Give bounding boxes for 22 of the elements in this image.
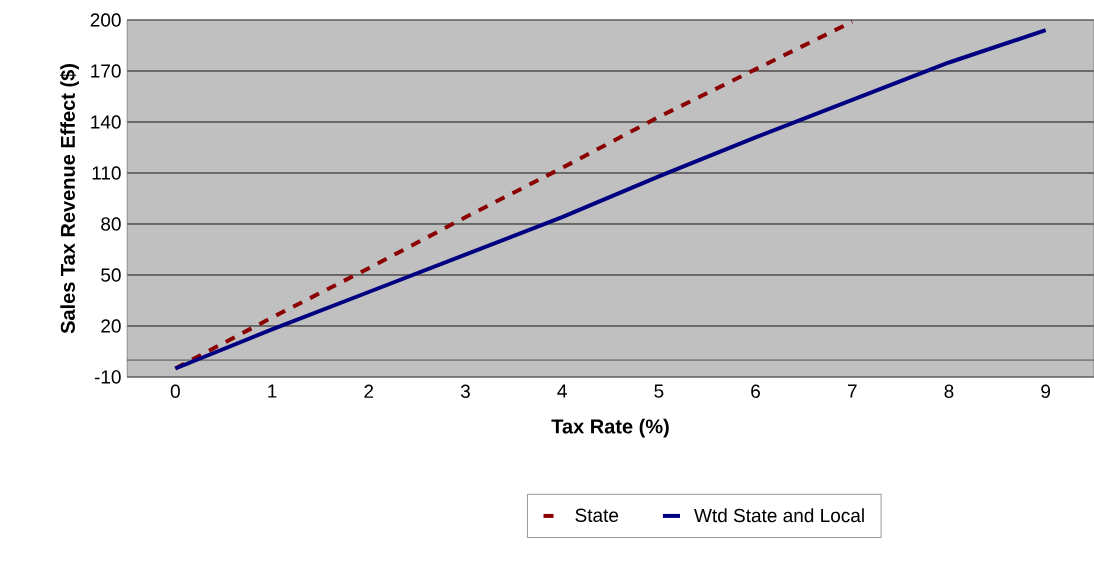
x-tick-label: 8 xyxy=(944,384,954,398)
y-tick-label: 80 xyxy=(101,217,121,231)
legend-label: Wtd State and Local xyxy=(694,508,864,523)
y-tick-label: -10 xyxy=(94,370,121,384)
y-tick-label: 50 xyxy=(101,268,121,282)
x-tick-label: 4 xyxy=(557,384,567,398)
x-tick-label: 0 xyxy=(170,384,180,398)
x-axis-title: Tax Rate (%) xyxy=(551,418,669,438)
x-tick-label: 1 xyxy=(268,384,277,398)
y-tick-label: 20 xyxy=(101,319,121,333)
legend-label: State xyxy=(575,508,619,522)
y-axis-title: Sales Tax Revenue Effect ($) xyxy=(59,64,79,334)
x-tick-label: 6 xyxy=(751,384,760,398)
y-tick-label: 140 xyxy=(91,115,121,129)
y-tick-label: 170 xyxy=(91,64,121,78)
x-tick-label: 3 xyxy=(460,384,470,398)
y-tick-label: 110 xyxy=(92,166,121,180)
x-tick-label: 7 xyxy=(847,384,857,398)
x-tick-label: 5 xyxy=(654,384,664,398)
y-tick-label: 200 xyxy=(90,13,121,27)
x-tick-label: 9 xyxy=(1041,384,1051,398)
x-tick-label: 2 xyxy=(364,384,374,398)
